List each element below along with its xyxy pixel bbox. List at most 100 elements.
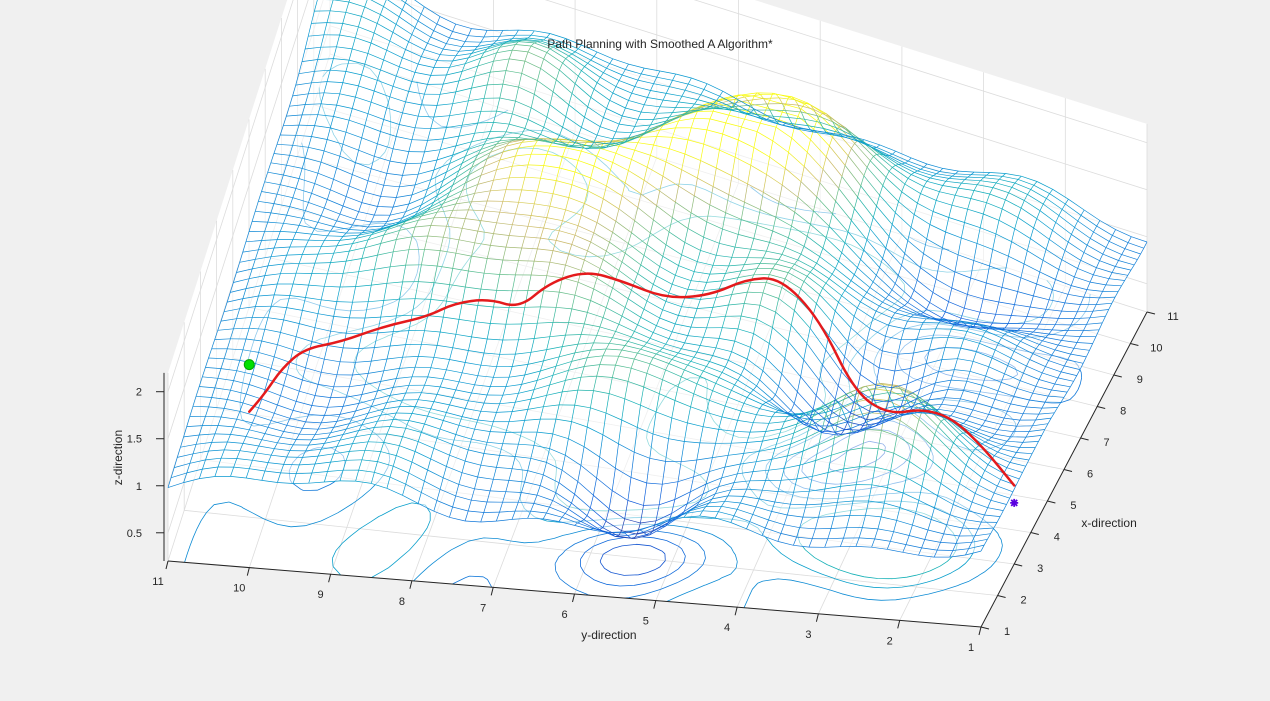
surface-face [678, 376, 697, 394]
surface-face [901, 305, 921, 315]
surface-face [364, 0, 384, 15]
surface-face [408, 376, 428, 386]
surface-face [1083, 245, 1103, 261]
surface-face [528, 215, 547, 228]
surface-face [446, 217, 466, 229]
surface-face [396, 66, 415, 82]
surface-face [342, 12, 362, 27]
surface-face [920, 322, 939, 330]
surface-face [452, 141, 472, 155]
surface-face [951, 195, 971, 210]
surface-face [317, 215, 337, 227]
surface-face [402, 49, 422, 65]
surface-face [305, 92, 324, 105]
surface-face [841, 290, 861, 308]
surface-face [433, 266, 453, 285]
surface-face [389, 32, 409, 50]
surface-face [782, 247, 801, 260]
surface-face [443, 43, 462, 52]
surface-face [920, 186, 940, 201]
surface-face [537, 238, 557, 251]
surface-face [728, 351, 748, 369]
surface-face [656, 351, 676, 360]
surface-face [756, 305, 776, 328]
surface-face [490, 177, 510, 191]
surface-face [1074, 221, 1094, 239]
surface-face [929, 389, 948, 400]
surface-face [889, 224, 908, 254]
surface-face [873, 275, 892, 295]
surface-face [992, 182, 1012, 193]
surface-face [562, 38, 582, 49]
surface-face [594, 52, 613, 64]
surface-mesh-line [352, 301, 369, 303]
surface-face [543, 154, 563, 168]
surface-face [575, 48, 594, 61]
surface-face [1049, 230, 1069, 251]
surface-face [813, 303, 833, 336]
surface-face [242, 285, 262, 299]
surface-face [399, 281, 419, 300]
surface-face [549, 250, 569, 266]
surface-face [615, 208, 635, 233]
surface-face [763, 251, 782, 260]
surface-face [436, 54, 456, 61]
surface-face [320, 34, 340, 48]
surface-face [452, 24, 472, 36]
surface-face [967, 278, 987, 299]
surface-face [1017, 341, 1037, 354]
surface-face [690, 317, 710, 328]
surface-face [650, 332, 669, 345]
surface-face [342, 71, 362, 86]
surface-face [826, 146, 846, 177]
surface-face [911, 172, 931, 182]
surface-face [879, 185, 899, 213]
surface-face [838, 252, 858, 275]
surface-face [741, 303, 760, 320]
surface-face [465, 35, 484, 43]
surface-face [794, 197, 814, 225]
surface-face [810, 210, 830, 238]
surface-face [988, 358, 1008, 374]
surface-face [430, 67, 450, 76]
surface-face [1027, 238, 1047, 261]
surface-face [644, 167, 663, 191]
surface-face [983, 283, 1002, 302]
surface-face [484, 30, 503, 37]
surface-face [440, 80, 459, 95]
surface-face [499, 41, 519, 48]
surface-face [621, 345, 641, 354]
surface-face [405, 151, 425, 164]
surface-face [258, 341, 278, 357]
surface-face [731, 247, 751, 258]
surface-face [641, 130, 660, 138]
surface-face [936, 171, 956, 177]
surface-face [678, 96, 698, 104]
surface-face [621, 398, 641, 428]
surface-face [609, 377, 628, 399]
surface-face [515, 260, 535, 275]
surface-face [446, 359, 466, 373]
surface-face [399, 174, 419, 187]
surface-face [506, 307, 525, 325]
surface-face [813, 263, 833, 279]
surface-face [782, 168, 801, 198]
surface-face [971, 172, 990, 176]
surface-face [408, 188, 428, 204]
surface-face [521, 128, 541, 139]
surface-face [437, 386, 456, 398]
surface-face [355, 85, 375, 103]
surface-face [267, 162, 287, 175]
surface-face [1033, 328, 1052, 334]
surface-face [358, 390, 378, 404]
surface-face [999, 208, 1018, 229]
surface-face [343, 258, 362, 274]
surface-face [574, 342, 594, 353]
surface-face [712, 383, 732, 398]
surface-face [534, 248, 553, 263]
surface-face [568, 308, 588, 324]
surface-face [559, 42, 579, 52]
surface-face [904, 302, 924, 314]
surface-face [336, 286, 356, 303]
surface-face [1071, 227, 1091, 246]
